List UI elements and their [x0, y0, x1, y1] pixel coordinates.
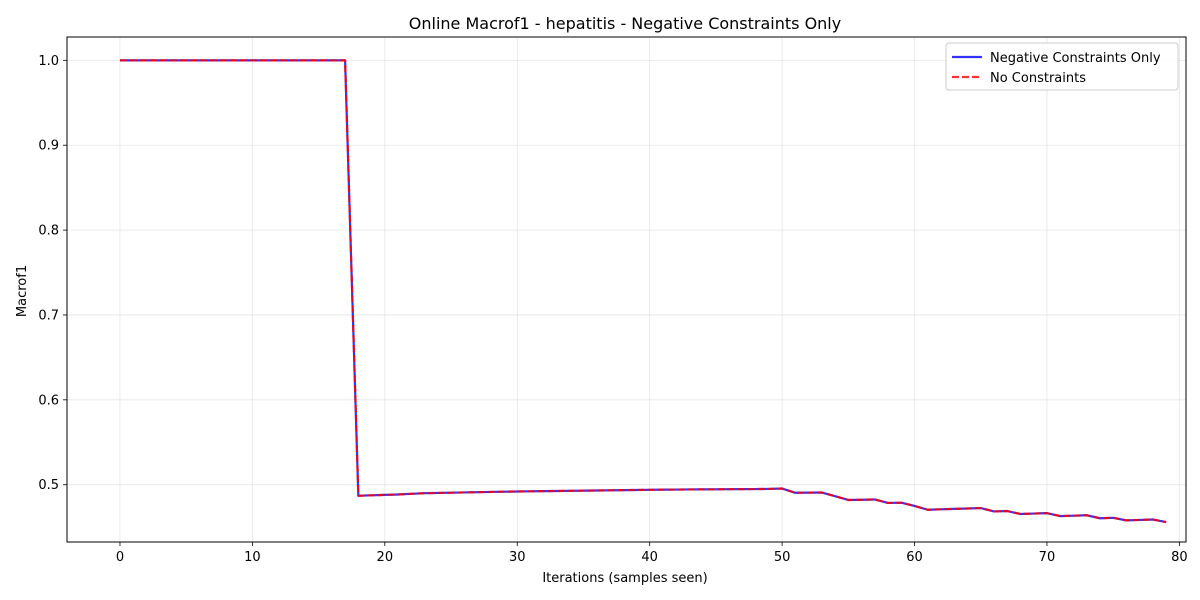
y-tick-label: 0.5: [38, 478, 59, 493]
y-tick-label: 0.9: [38, 139, 59, 154]
x-tick-label: 80: [1171, 550, 1188, 565]
y-tick-label: 1.0: [38, 54, 59, 69]
y-tick-label: 0.7: [38, 308, 59, 323]
x-tick-label: 40: [641, 550, 658, 565]
legend-box: [945, 42, 1179, 91]
x-tick-label: 20: [377, 550, 394, 565]
x-tick-label: 0: [116, 550, 124, 565]
y-axis-title: Macrof1: [15, 265, 30, 317]
x-tick-label: 70: [1039, 550, 1056, 565]
x-tick-label: 30: [509, 550, 526, 565]
y-tick-label: 0.6: [38, 393, 59, 408]
y-tick-label: 0.8: [38, 224, 59, 239]
legend: Negative Constraints Only No Constraints: [945, 42, 1179, 91]
ticks: 0 10 20 30 40 50 60 70 80 0.5 0.6 0.7 0.8 0.9 1.0: [38, 54, 1187, 565]
x-tick-label: 60: [906, 550, 923, 565]
chart-title: Online Macrof1 - hepatitis - Negative Co…: [409, 14, 841, 33]
x-axis-title: Iterations (samples seen): [542, 571, 707, 586]
legend-label-negative: Negative Constraints Only: [990, 51, 1161, 66]
plot-frame: [66, 36, 1187, 543]
x-tick-label: 10: [244, 550, 261, 565]
grid: [67, 37, 1186, 542]
legend-label-none: No Constraints: [990, 71, 1086, 86]
series-lines: [119, 59, 1167, 524]
series-line-no-constraints: [119, 59, 1167, 524]
x-tick-label: 50: [774, 550, 791, 565]
